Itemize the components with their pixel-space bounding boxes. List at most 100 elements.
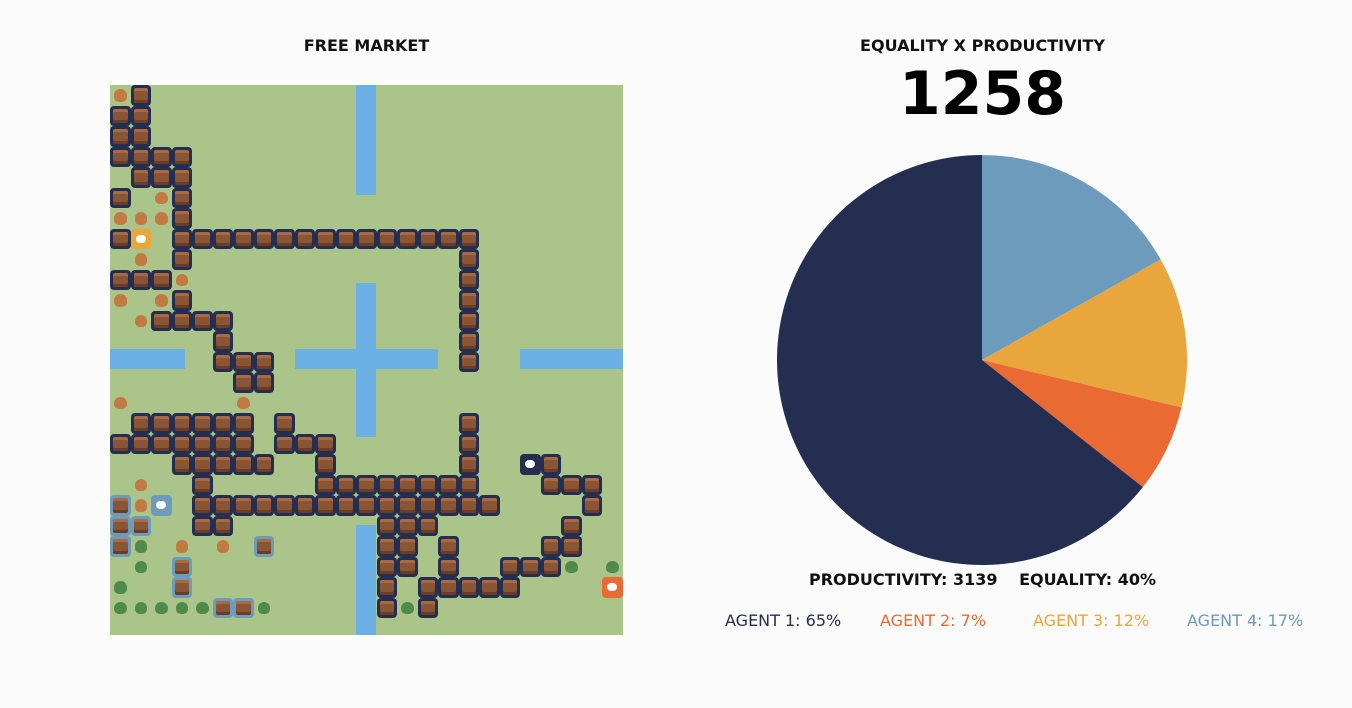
house-roof <box>441 580 456 595</box>
water-icon <box>295 349 438 369</box>
house-icon <box>171 249 192 270</box>
house-roof <box>461 580 476 595</box>
house-roof <box>564 518 579 533</box>
house-icon <box>151 433 172 454</box>
agent-icon <box>130 228 151 249</box>
house-roof <box>133 149 148 164</box>
house-roof <box>236 498 251 513</box>
wood-icon <box>155 212 168 225</box>
house-roof <box>236 457 251 472</box>
house-icon <box>520 556 541 577</box>
house-roof <box>256 231 271 246</box>
water-icon <box>110 349 185 369</box>
house-icon <box>130 413 151 434</box>
house-icon <box>130 105 151 126</box>
house-icon <box>356 495 377 516</box>
house-icon <box>110 228 131 249</box>
pie-slice-agent-1 <box>777 155 1143 565</box>
house-roof <box>195 416 210 431</box>
house-icon <box>253 351 274 372</box>
water-icon <box>356 85 376 195</box>
house-icon <box>376 228 397 249</box>
house-roof <box>133 170 148 185</box>
house-icon <box>110 269 131 290</box>
house-icon <box>274 495 295 516</box>
house-icon <box>212 228 233 249</box>
house-roof <box>379 539 394 554</box>
house-roof <box>400 518 415 533</box>
house-roof <box>277 416 292 431</box>
house-icon <box>458 433 479 454</box>
pie-slice-agent-4 <box>982 155 1161 360</box>
house-icon <box>233 228 254 249</box>
house-roof <box>133 108 148 123</box>
house-icon <box>458 351 479 372</box>
house-icon <box>151 413 172 434</box>
house-icon <box>110 126 131 147</box>
house-icon <box>110 536 131 557</box>
house-roof <box>215 354 230 369</box>
house-roof <box>174 313 189 328</box>
house-roof <box>174 170 189 185</box>
house-icon <box>212 515 233 536</box>
house-roof <box>379 600 394 615</box>
house-roof <box>174 436 189 451</box>
house-roof <box>400 231 415 246</box>
house-icon <box>212 597 233 618</box>
house-roof <box>359 231 374 246</box>
house-roof <box>215 313 230 328</box>
house-roof <box>236 231 251 246</box>
house-icon <box>171 187 192 208</box>
house-icon <box>458 269 479 290</box>
house-icon <box>540 474 561 495</box>
house-roof <box>195 498 210 513</box>
house-roof <box>543 539 558 554</box>
tree-icon <box>134 560 147 573</box>
house-roof <box>154 149 169 164</box>
house-icon <box>212 351 233 372</box>
house-icon <box>274 228 295 249</box>
house-roof <box>256 457 271 472</box>
house-icon <box>540 556 561 577</box>
house-roof <box>113 149 128 164</box>
house-roof <box>195 313 210 328</box>
house-roof <box>502 580 517 595</box>
tree-icon <box>114 601 127 614</box>
house-roof <box>461 334 476 349</box>
house-icon <box>315 474 336 495</box>
house-roof <box>400 498 415 513</box>
house-icon <box>376 597 397 618</box>
house-roof <box>215 231 230 246</box>
house-roof <box>133 416 148 431</box>
house-icon <box>253 495 274 516</box>
house-icon <box>376 536 397 557</box>
house-icon <box>581 474 602 495</box>
house-roof <box>174 211 189 226</box>
house-roof <box>564 539 579 554</box>
equality-label: EQUALITY: 40% <box>1019 570 1156 589</box>
agent-icon <box>602 577 623 598</box>
tree-icon <box>401 601 414 614</box>
wood-icon <box>114 89 127 102</box>
house-icon <box>315 454 336 475</box>
house-icon <box>438 228 459 249</box>
house-roof <box>215 457 230 472</box>
house-roof <box>133 518 148 533</box>
house-icon <box>151 310 172 331</box>
map-title: FREE MARKET <box>303 36 430 55</box>
house-roof <box>461 436 476 451</box>
house-roof <box>420 231 435 246</box>
house-icon <box>192 228 213 249</box>
agent-face <box>135 234 146 243</box>
house-icon <box>438 556 459 577</box>
house-icon <box>561 515 582 536</box>
house-roof <box>236 416 251 431</box>
house-roof <box>195 436 210 451</box>
house-icon <box>397 495 418 516</box>
house-icon <box>458 290 479 311</box>
house-icon <box>376 495 397 516</box>
house-icon <box>130 167 151 188</box>
house-icon <box>212 331 233 352</box>
house-roof <box>584 498 599 513</box>
house-icon <box>376 474 397 495</box>
